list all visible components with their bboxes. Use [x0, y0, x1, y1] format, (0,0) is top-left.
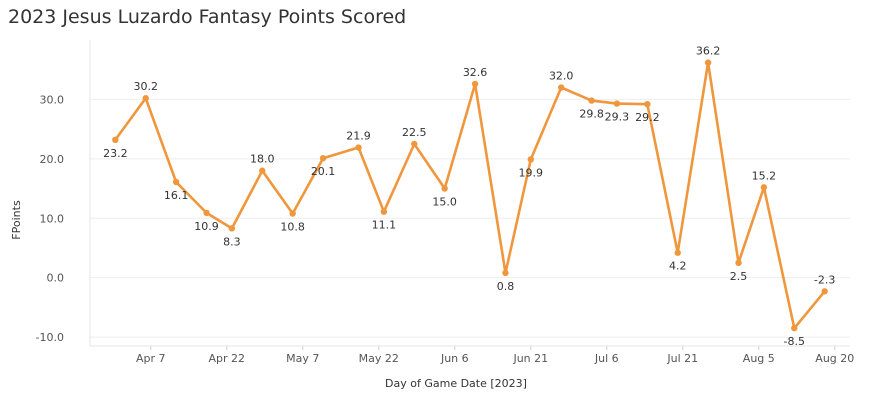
data-label: 22.5	[402, 126, 427, 139]
data-point[interactable]	[527, 156, 534, 163]
data-label: -2.3	[814, 273, 835, 286]
y-tick-label: -10.0	[36, 331, 64, 344]
y-tick-label: 10.0	[40, 212, 65, 225]
data-label: 30.2	[133, 80, 158, 93]
x-tick-label: Jun 21	[512, 352, 548, 365]
data-label: 36.2	[696, 45, 721, 58]
x-tick-label: May 7	[286, 352, 319, 365]
data-point[interactable]	[112, 136, 119, 144]
y-tick-label: 0.0	[47, 272, 65, 285]
y-tick-label: 20.0	[40, 153, 65, 166]
data-point[interactable]	[441, 185, 448, 192]
data-point[interactable]	[289, 210, 296, 217]
data-label: 21.9	[346, 130, 371, 143]
data-label: 4.2	[669, 260, 687, 273]
data-point[interactable]	[319, 155, 327, 162]
data-point[interactable]	[760, 184, 768, 191]
data-label: 8.3	[223, 235, 241, 248]
data-label: 20.1	[311, 165, 336, 178]
data-label: 16.1	[164, 189, 189, 202]
data-point[interactable]	[380, 208, 388, 215]
data-label: 10.9	[194, 220, 219, 233]
x-tick-label: Apr 22	[209, 352, 246, 365]
data-point[interactable]	[791, 324, 798, 332]
data-point[interactable]	[735, 259, 742, 267]
x-tick-label: Jun 6	[440, 352, 469, 365]
data-label: 0.8	[497, 280, 515, 293]
x-tick-label: Jul 6	[594, 352, 619, 365]
y-axis: -10.0 0.0 10.0 20.0 30.0	[36, 40, 91, 346]
data-label: 29.3	[605, 111, 630, 124]
data-label: 15.0	[432, 196, 457, 209]
data-point[interactable]	[502, 269, 509, 277]
data-point[interactable]	[821, 288, 828, 295]
x-axis: Apr 7 Apr 22 May 7 May 22 Jun 6 Jun 21 Jul 6 Ju…	[90, 345, 854, 365]
data-point[interactable]	[558, 84, 565, 91]
data-point[interactable]	[203, 209, 210, 217]
data-label: 29.8	[579, 108, 604, 121]
data-label: 32.0	[549, 70, 574, 83]
data-label: 32.6	[463, 66, 488, 79]
x-axis-title: Day of Game Date [2023]	[385, 377, 527, 390]
x-tick-label: Jul 21	[666, 352, 698, 365]
data-label: 10.8	[280, 220, 305, 233]
data-label: 23.2	[103, 147, 128, 160]
series-fpoints	[112, 59, 828, 332]
x-tick-label: May 22	[359, 352, 399, 365]
data-label: 19.9	[519, 166, 544, 179]
data-point[interactable]	[613, 100, 621, 107]
x-tick-label: Apr 7	[136, 352, 166, 365]
data-point[interactable]	[411, 140, 418, 148]
grid-lines	[90, 98, 850, 338]
data-label: -8.5	[784, 335, 805, 348]
data-label: 18.0	[250, 153, 275, 166]
data-point[interactable]	[172, 178, 180, 186]
data-label: 29.2	[635, 111, 660, 124]
data-point[interactable]	[644, 100, 651, 108]
x-tick-label: Aug 5	[743, 352, 775, 365]
data-point[interactable]	[674, 249, 681, 256]
data-point[interactable]	[259, 167, 266, 174]
data-point[interactable]	[471, 80, 479, 88]
data-label: 2.5	[730, 270, 748, 283]
data-point[interactable]	[142, 95, 149, 102]
data-point[interactable]	[704, 59, 712, 66]
y-axis-title: FPoints	[10, 200, 23, 240]
x-tick-label: Aug 20	[815, 352, 854, 365]
data-point[interactable]	[228, 225, 236, 232]
data-labels: 23.2 30.2 16.1 10.9 8.3 18.0 10.8 20.1 21.9 11.1 2…	[103, 45, 835, 349]
data-label: 11.1	[372, 219, 397, 232]
y-tick-label: 30.0	[40, 93, 65, 106]
data-point[interactable]	[588, 97, 595, 104]
chart-title: 2023 Jesus Luzardo Fantasy Points Scored	[8, 6, 407, 28]
data-point[interactable]	[355, 144, 362, 151]
data-label: 15.2	[752, 169, 777, 182]
series-line	[114, 61, 826, 330]
